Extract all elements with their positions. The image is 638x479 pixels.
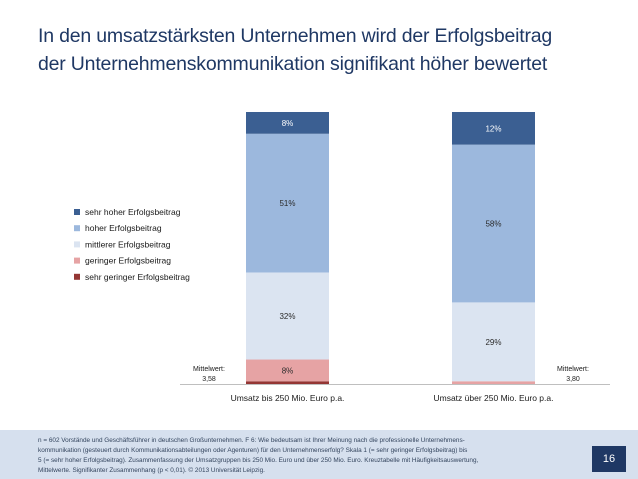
- legend-label: hoher Erfolgsbeitrag: [85, 223, 162, 233]
- legend-swatch: [74, 273, 80, 280]
- legend-swatch: [74, 209, 80, 215]
- data-label: 32%: [279, 312, 295, 321]
- footnote-line: Mittelwerte. Signifikanter Zusammenhang …: [38, 467, 265, 474]
- footnote: n = 602 Vorstände und Geschäftsführer in…: [38, 436, 558, 476]
- footnote-line: n = 602 Vorstände und Geschäftsführer in…: [38, 437, 465, 444]
- bar-segment: [246, 133, 329, 273]
- data-label: 29%: [485, 338, 501, 347]
- mean-value: 3,80: [566, 376, 580, 383]
- mean-label: Mittelwert:: [557, 366, 589, 373]
- legend-label: sehr geringer Erfolgsbeitrag: [85, 272, 190, 282]
- mean-label: Mittelwert:: [193, 366, 225, 373]
- page-number: 16: [592, 446, 626, 472]
- data-label: 12%: [485, 124, 501, 133]
- data-label: 51%: [279, 199, 295, 208]
- title-line-1: In den umsatzstärksten Unternehmen wird …: [38, 25, 553, 47]
- stacked-bar-chart: 8% 32% 51% 8% Umsatz bis 250 Mio. Euro p.a. 2…: [74, 112, 610, 403]
- bar-segment: [246, 381, 329, 384]
- title-line-2: der Unternehmenskommunikation signifikan…: [38, 53, 548, 75]
- legend-swatch: [74, 257, 80, 264]
- legend-label: geringer Erfolgsbeitrag: [85, 256, 171, 266]
- footnote-line: kommunikation (gesteuert durch Kommunika…: [38, 447, 468, 454]
- bar-segment: [452, 144, 535, 303]
- legend-label: sehr hoher Erfolgsbeitrag: [85, 207, 181, 217]
- data-label: 8%: [282, 366, 294, 375]
- legend-swatch: [74, 241, 80, 248]
- x-tick-label: Umsatz bis 250 Mio. Euro p.a.: [231, 393, 345, 403]
- legend-label: mittlerer Erfolgsbeitrag: [85, 239, 171, 249]
- slide-title: In den umsatzstärksten Unternehmen wird …: [38, 22, 628, 78]
- mean-value: 3,58: [202, 376, 216, 383]
- bar-segment: [246, 359, 329, 382]
- footer-band: [0, 430, 638, 479]
- footnote-line: 5 (= sehr hoher Erfolgsbeitrag). Zusamme…: [38, 457, 479, 464]
- bar-segment: [452, 112, 535, 145]
- bar-segment: [452, 381, 535, 384]
- bar-segment: [452, 302, 535, 382]
- legend-swatch: [74, 225, 80, 232]
- data-label: 8%: [282, 119, 294, 128]
- bar-segment: [246, 272, 329, 360]
- bar-segment: [246, 112, 329, 134]
- data-label: 58%: [485, 220, 501, 229]
- x-tick-label: Umsatz über 250 Mio. Euro p.a.: [433, 393, 553, 403]
